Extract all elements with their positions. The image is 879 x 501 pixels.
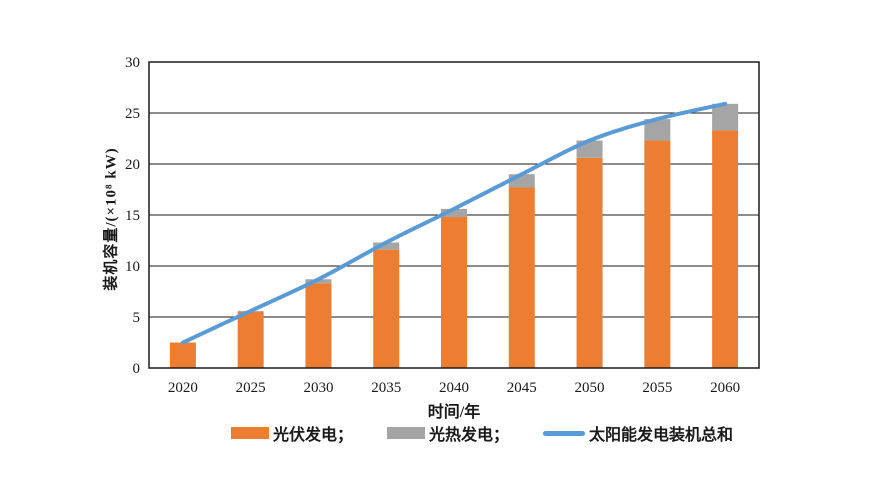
x-axis-title: 时间/年 [427, 404, 481, 421]
total-legend-label: 太阳能发电装机总和 [589, 427, 734, 444]
bar-segment-pv [712, 130, 739, 368]
bar-segment-pv [237, 311, 264, 368]
bar-segment-pv [305, 283, 332, 368]
legend: 光伏发电； 光热发电； 太阳能发电装机总和 [177, 421, 787, 445]
total-line [180, 101, 728, 345]
legend-item-total: 太阳能发电装机总和 [543, 421, 733, 445]
bar-segment-pv [644, 140, 671, 368]
bar-segment-csp [712, 103, 739, 131]
x-tick-label: 2050 [575, 380, 605, 396]
bar-segment-csp [441, 208, 467, 218]
x-tick-label: 2055 [642, 380, 672, 396]
y-tick-label: 5 [133, 310, 141, 326]
bar-segment-pv [373, 249, 400, 368]
x-tick-label: 2025 [236, 380, 266, 396]
pv-legend-swatch [230, 427, 269, 439]
y-axis-title: 装机容量/(×10⁸ kW) [103, 147, 120, 291]
bar-segment-pv [508, 187, 535, 368]
bar-segment-pv [576, 157, 603, 368]
x-tick-label: 2020 [168, 380, 198, 396]
x-tick-label: 2045 [507, 380, 537, 396]
bar-segment-pv [441, 217, 467, 368]
total-line-legend-swatch [543, 430, 585, 436]
plot-border [148, 61, 760, 369]
y-tick-label: 20 [125, 157, 140, 173]
bar-segment-pv [169, 342, 196, 368]
x-tick-label: 2040 [439, 380, 469, 396]
bar-segment-csp [644, 119, 671, 141]
legend-item-csp: 光热发电； [386, 421, 509, 445]
y-tick-label: 30 [125, 55, 140, 71]
y-tick-label: 10 [125, 259, 140, 275]
y-tick-label: 0 [133, 361, 141, 377]
y-tick-label: 25 [125, 106, 140, 122]
y-tick-label: 15 [125, 208, 140, 224]
csp-legend-swatch [386, 427, 425, 439]
csp-legend-label: 光热发电； [428, 427, 509, 444]
x-tick-label: 2030 [303, 380, 333, 396]
bar-segment-csp [373, 242, 400, 250]
x-tick-label: 2060 [710, 380, 740, 396]
legend-item-pv: 光伏发电； [230, 421, 353, 445]
x-tick-label: 2035 [371, 380, 401, 396]
pv-legend-label: 光伏发电； [272, 427, 353, 444]
